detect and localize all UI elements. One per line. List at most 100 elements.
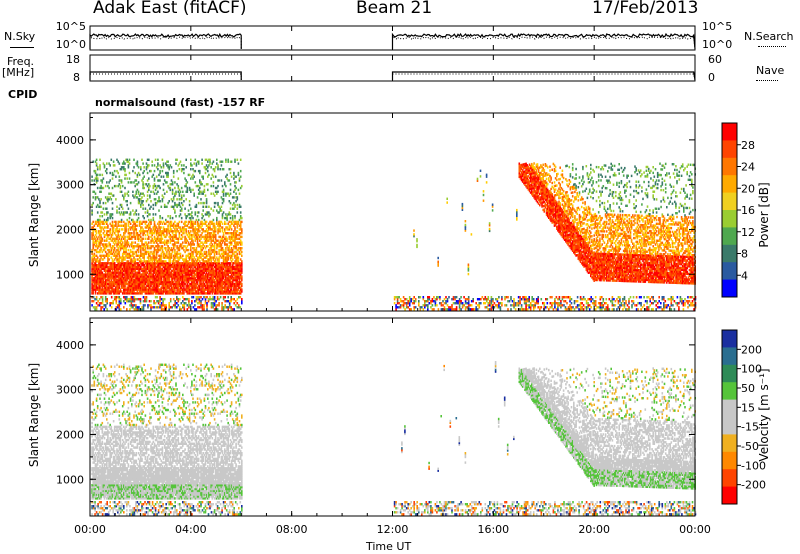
- data-cell: [131, 288, 133, 291]
- data-cell: [115, 306, 118, 309]
- data-cell: [427, 296, 429, 299]
- data-cell: [446, 304, 449, 307]
- data-cell: [177, 286, 180, 289]
- data-cell: [161, 273, 164, 276]
- data-cell: [202, 243, 204, 246]
- data-cell: [115, 265, 117, 269]
- data-cell: [162, 241, 165, 244]
- data-cell: [119, 269, 122, 272]
- data-cell: [194, 220, 197, 224]
- data-cell: [177, 239, 180, 242]
- data-cell: [238, 296, 240, 299]
- data-cell: [118, 284, 121, 288]
- data-cell: [95, 265, 98, 269]
- data-cell: [191, 235, 193, 239]
- data-cell: [136, 262, 139, 265]
- data-cell: [200, 201, 202, 205]
- data-cell: [179, 230, 182, 233]
- data-cell: [202, 271, 204, 274]
- data-cell: [125, 226, 127, 229]
- data-cell: [155, 192, 158, 195]
- data-cell: [145, 292, 148, 295]
- data-cell: [210, 279, 212, 282]
- data-cell: [166, 252, 168, 256]
- data-cell: [168, 275, 170, 278]
- data-cell: [186, 286, 189, 289]
- data-cell: [98, 302, 101, 305]
- data-cell: [193, 260, 195, 263]
- data-cell: [98, 275, 100, 278]
- data-cell: [102, 248, 105, 252]
- data-cell: [123, 267, 125, 271]
- data-cell: [443, 306, 446, 309]
- data-cell: [121, 228, 124, 231]
- data-cell: [154, 262, 157, 265]
- data-cell: [111, 213, 114, 216]
- data-cell: [111, 224, 114, 227]
- data-cell: [205, 286, 208, 289]
- data-cell: [199, 256, 201, 259]
- data-cell: [120, 267, 123, 271]
- data-cell: [135, 250, 138, 254]
- data-cell: [171, 306, 173, 309]
- data-cell: [117, 264, 119, 267]
- data-cell: [117, 248, 119, 252]
- data-cell: [187, 235, 190, 239]
- data-cell: [151, 245, 153, 248]
- data-cell: [428, 302, 431, 305]
- data-cell: [108, 282, 110, 286]
- data-cell: [170, 205, 173, 208]
- data-cell: [155, 175, 158, 178]
- data-cell: [132, 267, 134, 271]
- data-cell: [137, 254, 140, 257]
- data-cell: [144, 296, 146, 299]
- data-cell: [133, 265, 135, 269]
- data-cell: [172, 260, 175, 263]
- data-cell: [212, 258, 215, 261]
- data-cell: [108, 279, 110, 282]
- data-cell: [150, 265, 152, 269]
- data-cell: [188, 203, 191, 207]
- data-cell: [158, 262, 160, 265]
- data-cell: [106, 232, 108, 235]
- data-cell: [116, 280, 118, 284]
- data-cell: [107, 211, 109, 214]
- data-cell: [202, 175, 204, 178]
- data-cell: [134, 288, 136, 291]
- data-cell: [201, 241, 203, 244]
- data-cell: [132, 260, 134, 263]
- data-cell: [106, 230, 108, 233]
- data-cell: [137, 216, 140, 220]
- data-cell: [138, 265, 141, 269]
- data-cell: [208, 248, 210, 252]
- data-cell: [143, 290, 145, 293]
- data-cell: [145, 250, 148, 254]
- data-cell: [210, 271, 212, 274]
- data-cell: [210, 282, 212, 286]
- data-cell: [150, 304, 152, 307]
- data-cell: [199, 273, 201, 276]
- data-cell: [117, 288, 119, 291]
- data-cell: [184, 222, 186, 225]
- data-cell: [109, 232, 111, 235]
- data-cell: [145, 200, 148, 203]
- data-cell: [134, 284, 136, 288]
- data-cell: [160, 277, 163, 280]
- data-cell: [142, 247, 144, 250]
- data-cell: [96, 245, 99, 248]
- data-cell: [121, 247, 124, 250]
- data-cell: [212, 233, 215, 237]
- data-cell: [153, 279, 156, 282]
- data-cell: [166, 241, 168, 244]
- data-cell: [104, 273, 107, 276]
- data-cell: [211, 292, 214, 295]
- data-cell: [188, 264, 191, 267]
- data-cell: [151, 230, 153, 233]
- data-cell: [153, 198, 156, 201]
- data-cell: [93, 224, 96, 227]
- data-cell: [193, 230, 195, 233]
- data-cell: [117, 267, 119, 271]
- data-cell: [110, 296, 113, 299]
- data-cell: [127, 243, 130, 246]
- data-cell: [149, 254, 151, 257]
